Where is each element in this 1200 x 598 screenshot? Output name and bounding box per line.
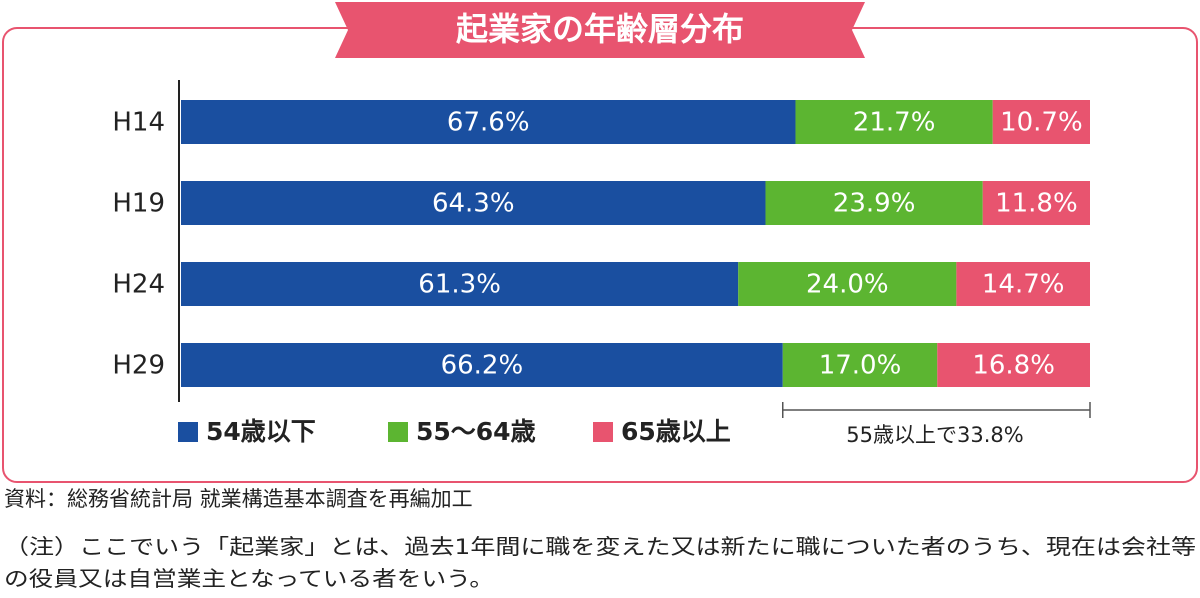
title-banner: [335, 2, 865, 58]
value-label: 24.0%: [806, 270, 889, 300]
value-label: 66.2%: [441, 351, 524, 381]
chart-title: 起業家の年齢層分布: [456, 10, 744, 48]
value-label: 64.3%: [432, 189, 515, 219]
bar-segment: [181, 181, 766, 225]
legend-label: 65歳以上: [621, 417, 731, 446]
value-label: 10.7%: [1000, 108, 1083, 138]
value-label: 11.8%: [995, 189, 1078, 219]
value-label: 23.9%: [833, 189, 916, 219]
y-tick-label: H29: [112, 351, 165, 381]
legend-label: 54歳以下: [206, 417, 316, 446]
y-tick-label: H19: [112, 189, 165, 219]
bar-segment: [982, 181, 1090, 225]
value-label: 61.3%: [418, 270, 501, 300]
bar-segment: [782, 343, 938, 387]
frame: [2, 27, 1198, 483]
bar-segment: [181, 343, 783, 387]
annotation: 55歳以上で33.8%: [846, 423, 1023, 447]
source: 資料：総務省統計局 就業構造基本調査を再編加工: [4, 487, 473, 511]
bar-segment: [795, 100, 993, 144]
legend-swatch: [593, 422, 613, 442]
value-label: 21.7%: [853, 108, 936, 138]
value-label: 17.0%: [819, 351, 902, 381]
value-label: 14.7%: [982, 270, 1065, 300]
legend-swatch: [178, 422, 198, 442]
bar-segment: [937, 343, 1090, 387]
bar-segment: [738, 262, 957, 306]
bar-segment: [992, 100, 1090, 144]
y-tick-label: H14: [112, 108, 165, 138]
bar-segment: [181, 100, 796, 144]
note: （注）ここでいう「起業家」とは、過去1年間に職を変えた又は新たに職についた者のう…: [4, 535, 1196, 559]
legend-swatch: [388, 422, 408, 442]
legend-label: 55～64歳: [416, 417, 536, 446]
bar-segment: [765, 181, 983, 225]
value-label: 67.6%: [447, 108, 530, 138]
y-tick-label: H24: [112, 270, 165, 300]
bar-segment: [956, 262, 1090, 306]
value-label: 16.8%: [972, 351, 1055, 381]
note: の役員又は自営業主となっている者をいう。: [4, 567, 494, 591]
bar-segment: [181, 262, 739, 306]
